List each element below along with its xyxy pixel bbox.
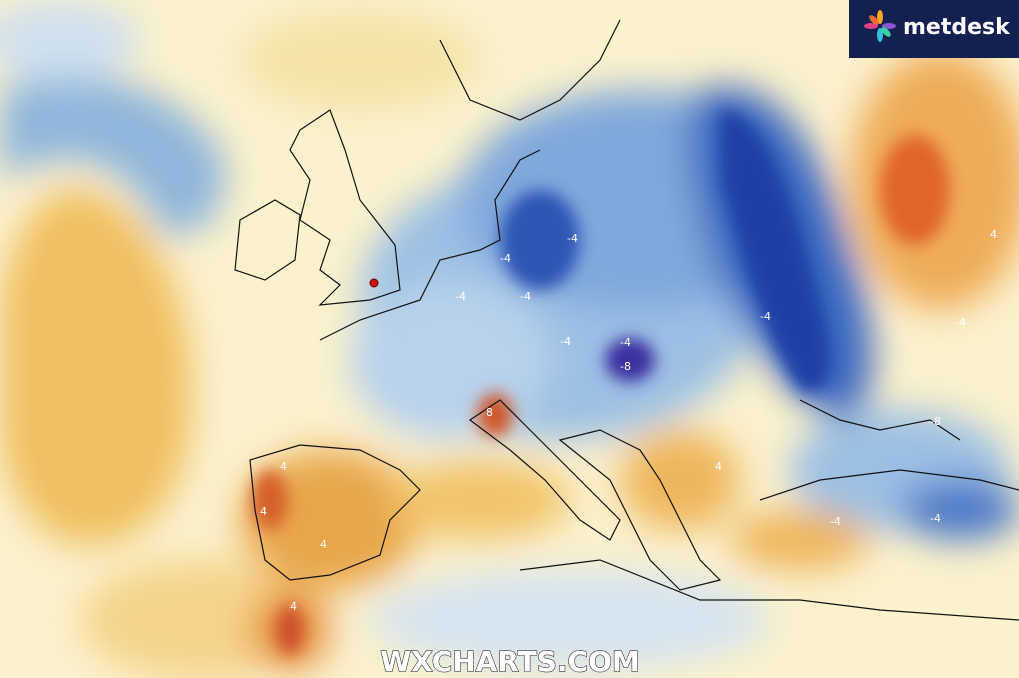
contour-label: 4 xyxy=(990,228,997,241)
contour-labels: -4 -4 -4 -4 -4 -4 -8 -4 -8 -4 -4 8 4 4 4 4 4 4 -4 xyxy=(260,228,997,613)
contour-label: 4 xyxy=(260,505,267,518)
location-marker xyxy=(369,278,379,288)
contour-label: -8 xyxy=(930,415,941,428)
contour-label: 4 xyxy=(715,460,722,473)
contour-label: 4 xyxy=(290,600,297,613)
contour-label: 4 xyxy=(320,538,327,551)
logo-text: metdesk xyxy=(903,15,1011,40)
contour-label: -4 xyxy=(520,290,531,303)
coastlines xyxy=(234,19,1019,621)
logo-icon xyxy=(864,10,896,42)
contour-label: 4 xyxy=(280,460,287,473)
contour-label: 8 xyxy=(486,406,493,419)
contour-label: -4 xyxy=(760,310,771,323)
contour-label: -4 xyxy=(500,252,511,265)
contour-label: -8 xyxy=(620,360,631,373)
contour-label: -4 xyxy=(930,512,941,525)
contour-label: -4 xyxy=(830,515,841,528)
contour-label: -4 xyxy=(620,336,631,349)
contour-label: -4 xyxy=(955,316,966,329)
logo-box xyxy=(849,0,1019,58)
contour-label: -4 xyxy=(560,335,571,348)
contour-label: -4 xyxy=(567,232,578,245)
contour-label: -4 xyxy=(455,290,466,303)
watermark: WXCHARTS.COM xyxy=(380,645,640,678)
